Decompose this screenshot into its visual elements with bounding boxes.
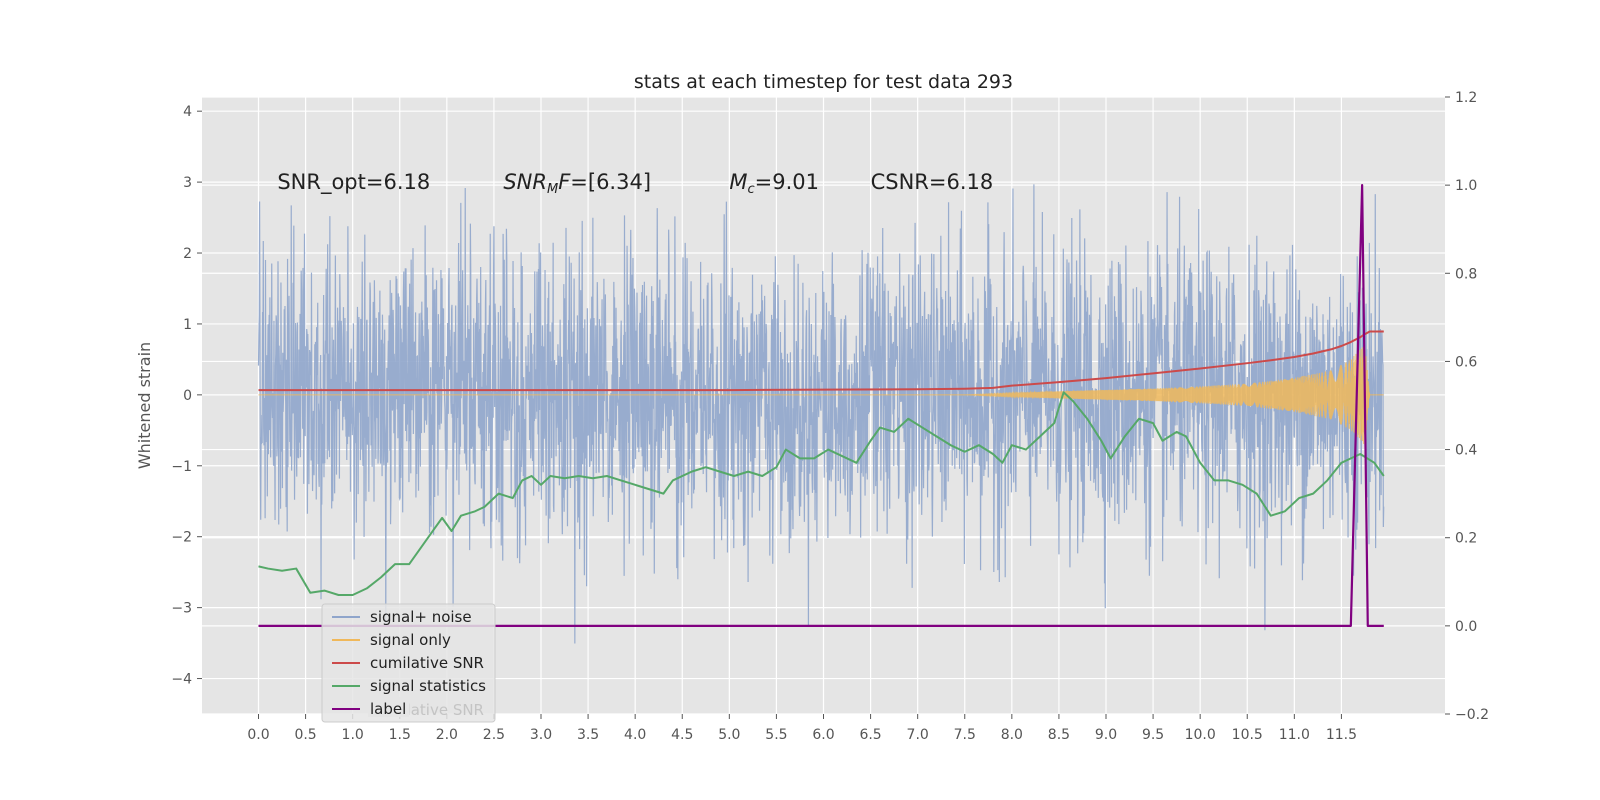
legend-label: label (370, 700, 406, 718)
legend-label: signal only (370, 631, 451, 649)
x-tick-label: 9.0 (1095, 727, 1117, 743)
x-tick-label: 8.0 (1001, 727, 1023, 743)
x-tick-label: 11.0 (1279, 727, 1310, 743)
annotation: CSNR=6.18 (871, 170, 994, 194)
series-cumulative-snr (258, 330, 1384, 392)
x-tick-label: 2.0 (436, 727, 458, 743)
x-tick-label: 7.5 (954, 727, 976, 743)
x-tick-label: 6.0 (812, 727, 834, 743)
y-tick-label: −1 (171, 459, 192, 475)
x-tick-label: 4.0 (624, 727, 646, 743)
y-tick-label: 4 (183, 104, 192, 120)
y2-tick-label: 0.6 (1455, 354, 1477, 370)
x-tick-label: 1.0 (342, 727, 364, 743)
x-tick-label: 9.5 (1142, 727, 1164, 743)
series-signal-only (258, 346, 1384, 446)
legend-label-bg (368, 697, 409, 717)
x-tick-label: 7.0 (907, 727, 929, 743)
x-tick-label: 1.5 (389, 727, 411, 743)
x-tick-label: 2.5 (483, 727, 505, 743)
annotation: Mc=9.01 (729, 170, 819, 197)
x-tick-label: 3.0 (530, 727, 552, 743)
y2-tick-label: 1.2 (1455, 90, 1477, 106)
legend-label: signal+ noise (370, 608, 472, 626)
x-tick-label: 3.5 (577, 727, 599, 743)
series-signal-statistics (258, 391, 1385, 597)
chart-title: stats at each timestep for test data 293 (634, 71, 1013, 93)
legend-box (321, 603, 496, 723)
series-layer (257, 184, 1385, 644)
x-tick-label: 4.5 (671, 727, 693, 743)
y2-tick-label: 0.8 (1455, 266, 1477, 282)
x-tick-label: 8.5 (1048, 727, 1070, 743)
x-tick-label: 10.5 (1232, 727, 1263, 743)
annotation: SNRMF=[6.34] (503, 170, 651, 197)
y-tick-label: −3 (171, 601, 192, 617)
annotation: SNR_opt=6.18 (277, 170, 430, 195)
y-axis-label: Whitened strain (135, 342, 154, 469)
series-label (258, 184, 1384, 627)
legend-label: cumilative SNR (370, 654, 484, 672)
annotations: SNR_opt=6.18 SNRMF=[6.34] Mc=9.01 CSNR=6.18 (277, 170, 993, 197)
y2-tick-label: 1.0 (1455, 178, 1477, 194)
x-tick-label: 5.5 (765, 727, 787, 743)
y2-tick-label: −0.2 (1455, 707, 1489, 723)
axes-layer: 0.0 0.5 1.0 1.5 2.0 2.5 3.0 3.5 4.0 4.5 5.0 5.5 6.0 6… (171, 90, 1489, 743)
y2-tick-label: 0.2 (1455, 531, 1477, 547)
x-tick-label: 5.0 (718, 727, 740, 743)
x-tick-label: 0.5 (294, 727, 316, 743)
y-tick-label: 0 (183, 388, 192, 404)
x-tick-label: 0.0 (247, 727, 269, 743)
x-tick-label: 6.5 (859, 727, 881, 743)
y2-tick-label: 0.4 (1455, 443, 1477, 459)
y-tick-label: 1 (183, 317, 192, 333)
y-tick-label: −2 (171, 530, 192, 546)
y-tick-label: 2 (183, 246, 192, 262)
y-tick-label: 3 (183, 175, 192, 191)
x-tick-label: 11.5 (1326, 727, 1357, 743)
y-tick-label: −4 (171, 672, 192, 688)
series-signal-noise (257, 184, 1385, 644)
x-tick-label: 10.0 (1185, 727, 1216, 743)
y2-tick-label: 0.0 (1455, 619, 1477, 635)
legend-label: signal statistics (370, 677, 486, 695)
